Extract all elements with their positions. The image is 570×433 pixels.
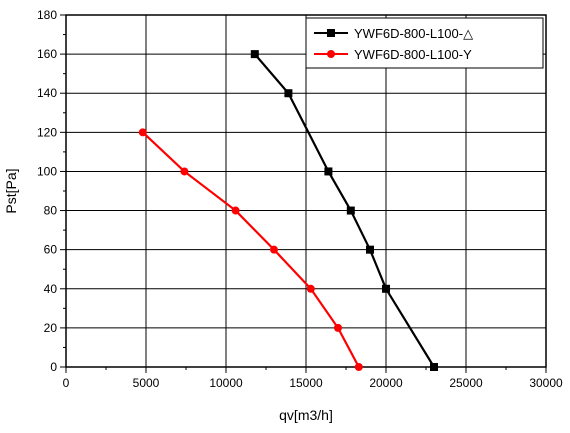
series-0-point-2	[324, 167, 333, 176]
series-0-point-5	[382, 284, 390, 293]
y-tick-label-7: 140	[37, 86, 57, 100]
x-tick-label-0: 0	[63, 376, 70, 390]
x-tick-label-2: 10000	[209, 376, 243, 390]
y-tick-label-1: 20	[44, 321, 58, 335]
series-0-point-4	[366, 245, 374, 254]
series-1	[138, 128, 363, 371]
y-tick-label-6: 120	[37, 125, 57, 139]
y-tick-label-3: 60	[44, 243, 58, 257]
y-tick-label-8: 160	[37, 47, 57, 61]
series-1-point-4	[306, 284, 315, 293]
series-1-point-1	[180, 167, 189, 176]
series-layer	[138, 50, 438, 371]
series-0-point-0	[250, 50, 259, 59]
legend-label-1: YWF6D-800-L100-Y	[354, 47, 472, 62]
legend: YWF6D-800-L100-△ YWF6D-800-L100-Y	[305, 17, 544, 69]
y-tick-label-2: 40	[44, 282, 58, 296]
x-tick-label-3: 15000	[289, 376, 323, 390]
y-tick-label-4: 80	[44, 204, 58, 218]
x-tick-label-5: 25000	[449, 376, 483, 390]
series-0-point-1	[284, 89, 293, 98]
legend-marker-0	[327, 29, 335, 37]
axis-layer: 0 5000 10000 15000 20000 25000 30000 0 20 40 60 80 1…	[37, 8, 563, 390]
series-1-point-2	[231, 206, 240, 215]
x-tick-label-4: 20000	[369, 376, 403, 390]
y-tick-label-0: 0	[50, 360, 57, 374]
series-1-point-6	[354, 363, 363, 371]
x-tick-label-1: 5000	[133, 376, 160, 390]
series-1-point-3	[270, 245, 278, 254]
series-1-point-0	[138, 128, 147, 137]
y-tick-label-5: 100	[37, 164, 57, 178]
y-tick-label-9: 180	[37, 8, 57, 22]
series-0	[250, 50, 438, 371]
x-axis-title: qv[m3/h]	[279, 407, 333, 423]
series-0-point-6	[430, 363, 438, 371]
y-axis-title: Pst[Pa]	[3, 168, 19, 213]
legend-label-0: YWF6D-800-L100-△	[354, 26, 473, 41]
series-1-point-5	[334, 323, 342, 332]
legend-marker-1	[327, 50, 335, 58]
legend-box	[305, 17, 544, 69]
x-tick-label-6: 30000	[529, 376, 563, 390]
series-0-point-3	[346, 206, 355, 215]
